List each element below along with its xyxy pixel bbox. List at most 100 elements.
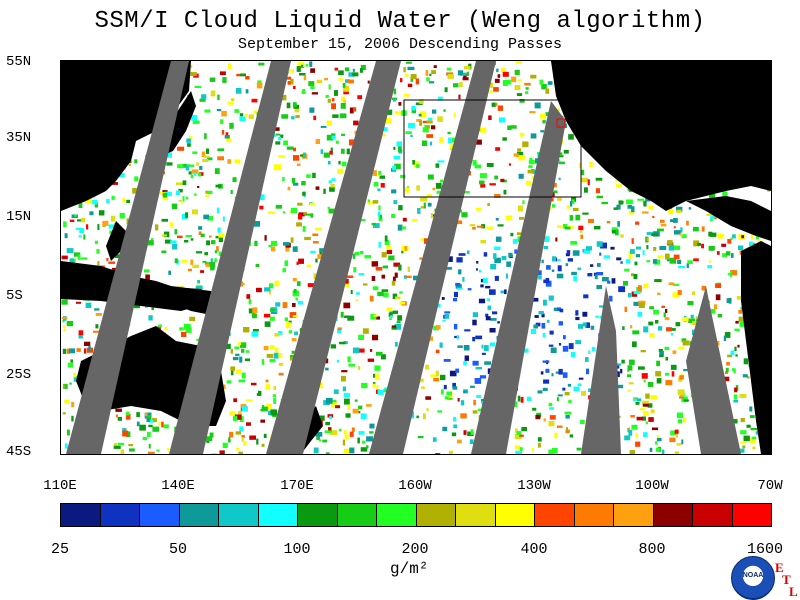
cloud-pixel [161,421,164,428]
cloud-pixel [580,419,585,425]
cloud-pixel [535,414,541,420]
cloud-pixel [419,120,423,126]
cloud-pixel [557,265,562,272]
cloud-pixel [246,422,251,426]
cloud-pixel [210,453,218,454]
cloud-pixel [404,94,410,97]
cloud-pixel [545,280,552,287]
cloud-pixel [449,370,457,377]
cloud-pixel [725,251,731,256]
cloud-pixel [338,78,344,81]
cloud-pixel [327,98,331,103]
cloud-pixel [426,125,431,129]
cloud-pixel [443,109,446,112]
cloud-pixel [594,225,601,230]
cloud-pixel [330,147,333,153]
cloud-pixel [325,94,329,98]
cloud-pixel [735,354,738,357]
cloud-pixel [742,374,748,378]
cloud-pixel [489,90,493,93]
cloud-pixel [384,240,390,245]
cloud-pixel [435,182,442,189]
cloud-pixel [443,359,451,362]
cloud-pixel [185,166,190,171]
cloud-pixel [286,146,294,150]
cloud-pixel [204,155,210,158]
cloud-pixel [715,294,721,301]
cloud-pixel [686,263,689,268]
cloud-pixel [230,366,236,371]
cloud-pixel [427,117,433,121]
cloud-pixel [211,240,216,245]
cloud-pixel [422,120,429,124]
cloud-pixel [476,268,478,271]
cloud-pixel [401,226,406,230]
cloud-pixel [668,282,675,285]
cloud-pixel [306,174,311,178]
cloud-pixel [158,324,162,328]
colorbar-swatch [258,504,298,526]
cloud-pixel [517,79,522,82]
cloud-pixel [583,248,591,254]
cloud-pixel [405,187,410,193]
cloud-pixel [373,373,376,378]
cloud-pixel [281,114,289,119]
cloud-pixel [325,452,330,454]
cloud-pixel [470,429,474,435]
cloud-pixel [310,202,316,206]
cloud-pixel [375,173,381,177]
cloud-pixel [616,257,622,261]
cloud-pixel [352,68,355,72]
cloud-pixel [94,240,98,244]
cloud-pixel [448,137,452,144]
cloud-pixel [319,251,323,257]
cloud-pixel [526,396,532,401]
cloud-pixel [449,144,453,149]
cloud-pixel [500,290,505,294]
cloud-pixel [739,321,745,327]
cloud-pixel [417,436,424,439]
cloud-pixel [162,195,168,201]
cloud-pixel [627,374,632,378]
cloud-pixel [681,234,687,239]
cloud-pixel [207,157,213,161]
cloud-pixel [656,360,660,367]
cloud-pixel [572,207,579,212]
cloud-pixel [388,255,395,261]
cloud-pixel [371,276,376,281]
cloud-pixel [329,415,332,419]
cloud-pixel [241,348,245,353]
cloud-pixel [161,250,167,254]
cloud-pixel [740,430,747,435]
cloud-pixel [67,429,70,436]
cloud-pixel [357,437,360,444]
cloud-pixel [396,320,401,323]
cloud-pixel [282,177,285,182]
cloud-pixel [404,246,408,251]
cloud-pixel [364,255,371,259]
cloud-pixel [642,400,649,405]
cloud-pixel [516,151,524,157]
cloud-pixel [201,94,207,100]
cloud-pixel [283,242,290,246]
cloud-pixel [673,245,681,250]
cloud-pixel [494,78,500,83]
cloud-pixel [469,439,474,445]
cloud-pixel [64,233,68,239]
cloud-pixel [656,438,662,442]
cloud-pixel [496,68,499,73]
cloud-pixel [742,445,746,449]
cloud-pixel [234,109,240,113]
cloud-pixel [367,199,370,204]
cloud-pixel [63,383,68,389]
cloud-pixel [174,229,178,235]
cloud-pixel [292,303,296,307]
cloud-pixel [646,260,651,263]
cloud-pixel [627,389,631,392]
cloud-pixel [204,252,208,256]
cloud-pixel [456,220,463,225]
cloud-pixel [519,132,525,137]
cloud-pixel [746,376,750,379]
cloud-pixel [548,295,554,301]
cloud-pixel [283,140,288,146]
